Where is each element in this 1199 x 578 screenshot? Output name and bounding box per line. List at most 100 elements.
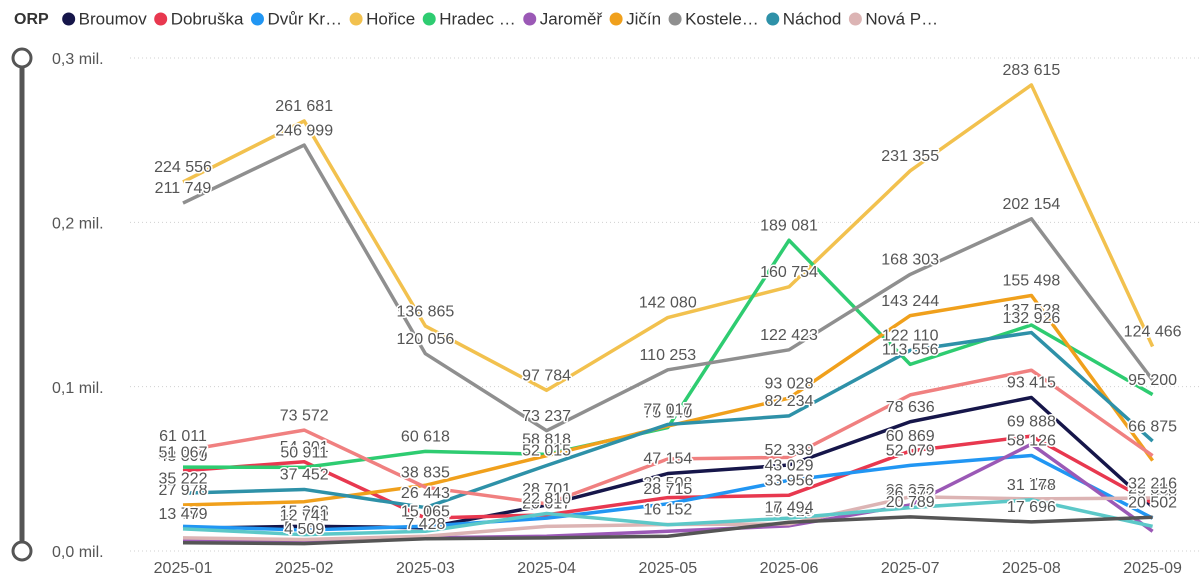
slider-handle[interactable] [11, 47, 33, 69]
x-tick-label: 2025-03 [396, 560, 455, 577]
legend-marker [250, 12, 264, 26]
data-label: 58 126 [1007, 433, 1056, 450]
legend-label: Hořice [366, 9, 415, 28]
legend-marker [668, 12, 682, 26]
data-label: 142 080 [639, 295, 697, 312]
legend-marker [848, 12, 862, 26]
data-label: 28 701 [522, 481, 571, 498]
legend-marker [62, 12, 76, 26]
x-tick-label: 2025-07 [881, 560, 940, 577]
x-tick-label: 2025-08 [1002, 560, 1061, 577]
data-label: 13 799 [159, 506, 208, 523]
data-label: 93 415 [1007, 375, 1056, 392]
data-label: 261 681 [275, 98, 333, 115]
legend-item[interactable]: Jičín [609, 9, 661, 28]
legend-item[interactable]: Dobruška [154, 9, 244, 28]
legend-label: Nová P… [865, 9, 938, 28]
data-label: 211 749 [155, 180, 212, 197]
data-label: 110 253 [639, 347, 696, 364]
legend-item[interactable]: Jaroměř [523, 9, 602, 28]
data-label: 15 068 [280, 503, 329, 520]
series-line [182, 498, 1153, 537]
data-label: 37 452 [280, 467, 329, 484]
data-label: 54 301 [280, 439, 329, 456]
data-label: 69 888 [1007, 413, 1056, 430]
data-label: 82 234 [765, 393, 814, 410]
y-tick-label: 0,3 mil. [52, 51, 104, 68]
legend-item[interactable]: Kostele… [668, 9, 759, 28]
legend-item[interactable]: Hořice [349, 9, 416, 28]
data-label: 95 200 [1128, 372, 1177, 389]
series-line [182, 330, 1154, 510]
series-line [182, 395, 1154, 531]
x-tick-label: 2025-04 [517, 560, 576, 577]
data-label: 58 818 [522, 432, 571, 449]
data-label: 50 911 [280, 445, 328, 462]
data-label: 132 926 [1002, 310, 1060, 327]
x-tick-label: 2025-09 [1123, 560, 1182, 577]
data-label: 5 364 [284, 519, 324, 536]
legend-label: Jaroměř [540, 9, 603, 28]
data-label: 28 715 [643, 481, 692, 498]
data-label: 52 339 [765, 442, 814, 459]
slider-handle[interactable] [11, 540, 33, 562]
data-label: 26 372 [886, 485, 935, 502]
legend-item[interactable]: Nová P… [848, 9, 938, 28]
legend-item[interactable]: Broumov [62, 9, 147, 28]
legend-label: Broumov [79, 9, 148, 28]
data-label: 17 696 [1007, 499, 1056, 516]
data-label: 73 237 [522, 408, 571, 425]
data-label: 15 319 [765, 503, 814, 520]
data-label: 22 810 [522, 491, 571, 508]
data-label: 155 498 [1002, 273, 1060, 290]
data-label: 38 835 [401, 464, 450, 481]
data-label: 14 184 [401, 505, 450, 522]
legend-label: Hradec … [439, 9, 516, 28]
data-label: 31 741 [1007, 476, 1056, 493]
legend-item[interactable]: Hradec … [422, 9, 516, 28]
data-label: 137 528 [1002, 302, 1060, 319]
data-label: 120 056 [396, 331, 454, 348]
data-label: 20 502 [1128, 495, 1177, 512]
series-line [182, 434, 1154, 520]
legend-label: Jičín [626, 9, 661, 28]
series-line [182, 143, 1154, 433]
legend-label: Dvůr Kr… [267, 9, 342, 28]
data-label: 136 865 [396, 303, 454, 320]
legend-label: Dobruška [171, 9, 244, 28]
legend-item[interactable]: Náchod [766, 9, 841, 28]
y-tick-label: 0,2 mil. [52, 216, 104, 233]
legend-marker [523, 12, 537, 26]
series-line [182, 453, 1154, 532]
data-label: 16 432 [765, 501, 814, 518]
data-label: 283 615 [1002, 62, 1060, 79]
data-label: 143 244 [881, 293, 939, 310]
data-label: 189 081 [760, 217, 818, 234]
data-label: 122 423 [760, 327, 818, 344]
data-label: 168 303 [881, 252, 939, 269]
data-label: 47 154 [643, 451, 692, 468]
data-label: 48 809 [159, 448, 208, 465]
data-label: 60 618 [401, 429, 450, 446]
x-tick-label: 2025-05 [638, 560, 697, 577]
data-label: 97 784 [522, 368, 571, 385]
data-label: 12 741 [280, 507, 329, 524]
legend-marker [766, 12, 780, 26]
legend-marker [349, 12, 363, 26]
data-label: 26 443 [401, 485, 450, 502]
data-label: 66 875 [1128, 418, 1177, 435]
legend-marker [422, 12, 436, 26]
data-label: 60 869 [886, 428, 935, 445]
data-label: 77 017 [643, 402, 692, 419]
data-label: 52 079 [886, 443, 935, 460]
range-slider[interactable] [11, 47, 33, 562]
data-label: 122 110 [882, 328, 939, 345]
legend-item[interactable]: Dvůr Kr… [250, 9, 342, 28]
data-label: 160 754 [760, 264, 818, 281]
x-tick-label: 2025-01 [154, 560, 213, 577]
y-tick-label: 0,1 mil. [52, 380, 104, 397]
legend-label: Náchod [783, 9, 842, 28]
legend-label: Kostele… [685, 9, 759, 28]
legend-title: ORP [14, 11, 49, 28]
data-label: 31 178 [1007, 477, 1056, 494]
